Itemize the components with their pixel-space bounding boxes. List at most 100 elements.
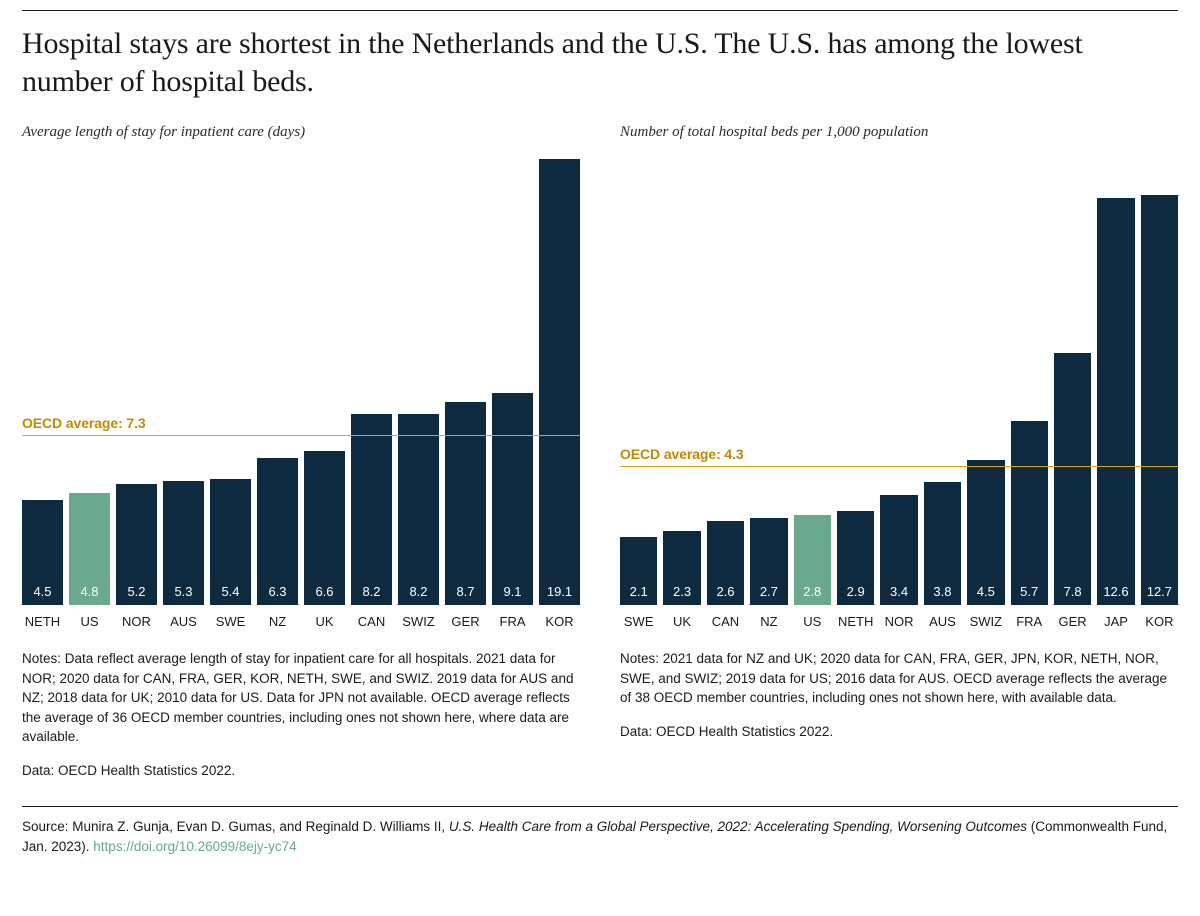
bar: 8.2 — [351, 414, 392, 605]
bar-column: 2.3 — [663, 531, 700, 605]
chart-right-avg-line — [620, 466, 1178, 467]
category-label: US — [794, 608, 831, 629]
category-label: NETH — [837, 608, 874, 629]
source-rule — [22, 806, 1178, 807]
bar-value-label: 5.3 — [163, 584, 204, 599]
bar-value-label: 2.1 — [620, 584, 657, 599]
bar: 2.7 — [750, 518, 787, 605]
chart-left-subtitle: Average length of stay for inpatient car… — [22, 124, 580, 141]
bar: 5.3 — [163, 481, 204, 605]
bar-value-label: 2.3 — [663, 584, 700, 599]
bar-column: 6.6 — [304, 451, 345, 605]
bar-column: 12.7 — [1141, 195, 1178, 605]
bar-value-label: 4.8 — [69, 584, 110, 599]
bar-column: 12.6 — [1097, 198, 1134, 605]
bar-column: 5.7 — [1011, 421, 1048, 605]
chart-right-plot: OECD average: 4.3 2.12.32.62.72.82.93.43… — [620, 159, 1178, 629]
bar-value-label: 4.5 — [967, 584, 1004, 599]
category-label: US — [69, 608, 110, 629]
bar: 5.2 — [116, 484, 157, 605]
bar-value-label: 7.8 — [1054, 584, 1091, 599]
bar-column: 19.1 — [539, 159, 580, 605]
bar-value-label: 2.6 — [707, 584, 744, 599]
bar-column: 8.2 — [351, 414, 392, 605]
bar: 6.6 — [304, 451, 345, 605]
category-label: SWIZ — [967, 608, 1004, 629]
bar: 12.6 — [1097, 198, 1134, 605]
bar-value-label: 2.7 — [750, 584, 787, 599]
category-label: NOR — [880, 608, 917, 629]
source-line: Source: Munira Z. Gunja, Evan D. Gumas, … — [22, 817, 1178, 856]
chart-left-notes: Notes: Data reflect average length of st… — [22, 649, 580, 794]
category-label: FRA — [1011, 608, 1048, 629]
bar-value-label: 5.4 — [210, 584, 251, 599]
bar-column: 4.5 — [22, 500, 63, 605]
bar: 2.3 — [663, 531, 700, 605]
category-label: SWIZ — [398, 608, 439, 629]
category-label: GER — [445, 608, 486, 629]
bar-column: 9.1 — [492, 393, 533, 605]
bar-column: 5.2 — [116, 484, 157, 605]
charts-row: Average length of stay for inpatient car… — [22, 124, 1178, 794]
bar-column: 2.7 — [750, 518, 787, 605]
category-label: CAN — [351, 608, 392, 629]
bar: 2.1 — [620, 537, 657, 605]
page: Hospital stays are shortest in the Nethe… — [0, 10, 1200, 916]
bar-value-label: 8.2 — [351, 584, 392, 599]
bar: 4.5 — [967, 460, 1004, 605]
category-label: KOR — [539, 608, 580, 629]
bar-column: 3.4 — [880, 495, 917, 605]
page-title: Hospital stays are shortest in the Nethe… — [22, 25, 1178, 100]
category-label: FRA — [492, 608, 533, 629]
bar: 7.8 — [1054, 353, 1091, 605]
chart-right-categories: SWEUKCANNZUSNETHNORAUSSWIZFRAGERJAPKOR — [620, 608, 1178, 629]
category-label: KOR — [1141, 608, 1178, 629]
bar-column: 6.3 — [257, 458, 298, 605]
bar-value-label: 8.2 — [398, 584, 439, 599]
bar-column: 2.6 — [707, 521, 744, 605]
bar-value-label: 4.5 — [22, 584, 63, 599]
bar-value-label: 8.7 — [445, 584, 486, 599]
bar: 2.6 — [707, 521, 744, 605]
bar: 5.4 — [210, 479, 251, 605]
bar-value-label: 9.1 — [492, 584, 533, 599]
chart-right-data-source: Data: OECD Health Statistics 2022. — [620, 722, 1178, 742]
bar-value-label: 12.7 — [1141, 584, 1178, 599]
bar: 2.9 — [837, 511, 874, 605]
bar-column: 5.3 — [163, 481, 204, 605]
category-label: SWE — [210, 608, 251, 629]
bar-value-label: 19.1 — [539, 584, 580, 599]
category-label: NZ — [257, 608, 298, 629]
bar: 3.4 — [880, 495, 917, 605]
bar-value-label: 2.8 — [794, 584, 831, 599]
chart-right-subtitle: Number of total hospital beds per 1,000 … — [620, 124, 1178, 141]
category-label: JAP — [1097, 608, 1134, 629]
chart-left-notes-text: Notes: Data reflect average length of st… — [22, 649, 580, 747]
chart-left-data-source: Data: OECD Health Statistics 2022. — [22, 761, 580, 781]
chart-left-avg-line — [22, 435, 580, 436]
top-rule — [22, 10, 1178, 11]
bar: 2.8 — [794, 515, 831, 605]
source-italic: U.S. Health Care from a Global Perspecti… — [449, 819, 1027, 834]
category-label: CAN — [707, 608, 744, 629]
source-doi-link[interactable]: https://doi.org/10.26099/8ejy-yc74 — [93, 839, 296, 854]
bar-value-label: 12.6 — [1097, 584, 1134, 599]
category-label: NOR — [116, 608, 157, 629]
bar-column: 8.7 — [445, 402, 486, 605]
category-label: SWE — [620, 608, 657, 629]
bar: 9.1 — [492, 393, 533, 605]
bar-column: 5.4 — [210, 479, 251, 605]
bar-value-label: 6.6 — [304, 584, 345, 599]
bar: 8.2 — [398, 414, 439, 605]
bar: 5.7 — [1011, 421, 1048, 605]
bar-column: 2.9 — [837, 511, 874, 605]
source-prefix: Source: Munira Z. Gunja, Evan D. Gumas, … — [22, 819, 449, 834]
bar: 19.1 — [539, 159, 580, 605]
chart-left-categories: NETHUSNORAUSSWENZUKCANSWIZGERFRAKOR — [22, 608, 580, 629]
bar: 6.3 — [257, 458, 298, 605]
bar-column: 8.2 — [398, 414, 439, 605]
category-label: UK — [304, 608, 345, 629]
bar-value-label: 5.2 — [116, 584, 157, 599]
chart-left-bars: 4.5 4.8 5.2 5.3 5.4 6.3 6.6 8.2 8.2 8.7 9.1 19.1 — [22, 159, 580, 605]
bar: 4.8 — [69, 493, 110, 605]
